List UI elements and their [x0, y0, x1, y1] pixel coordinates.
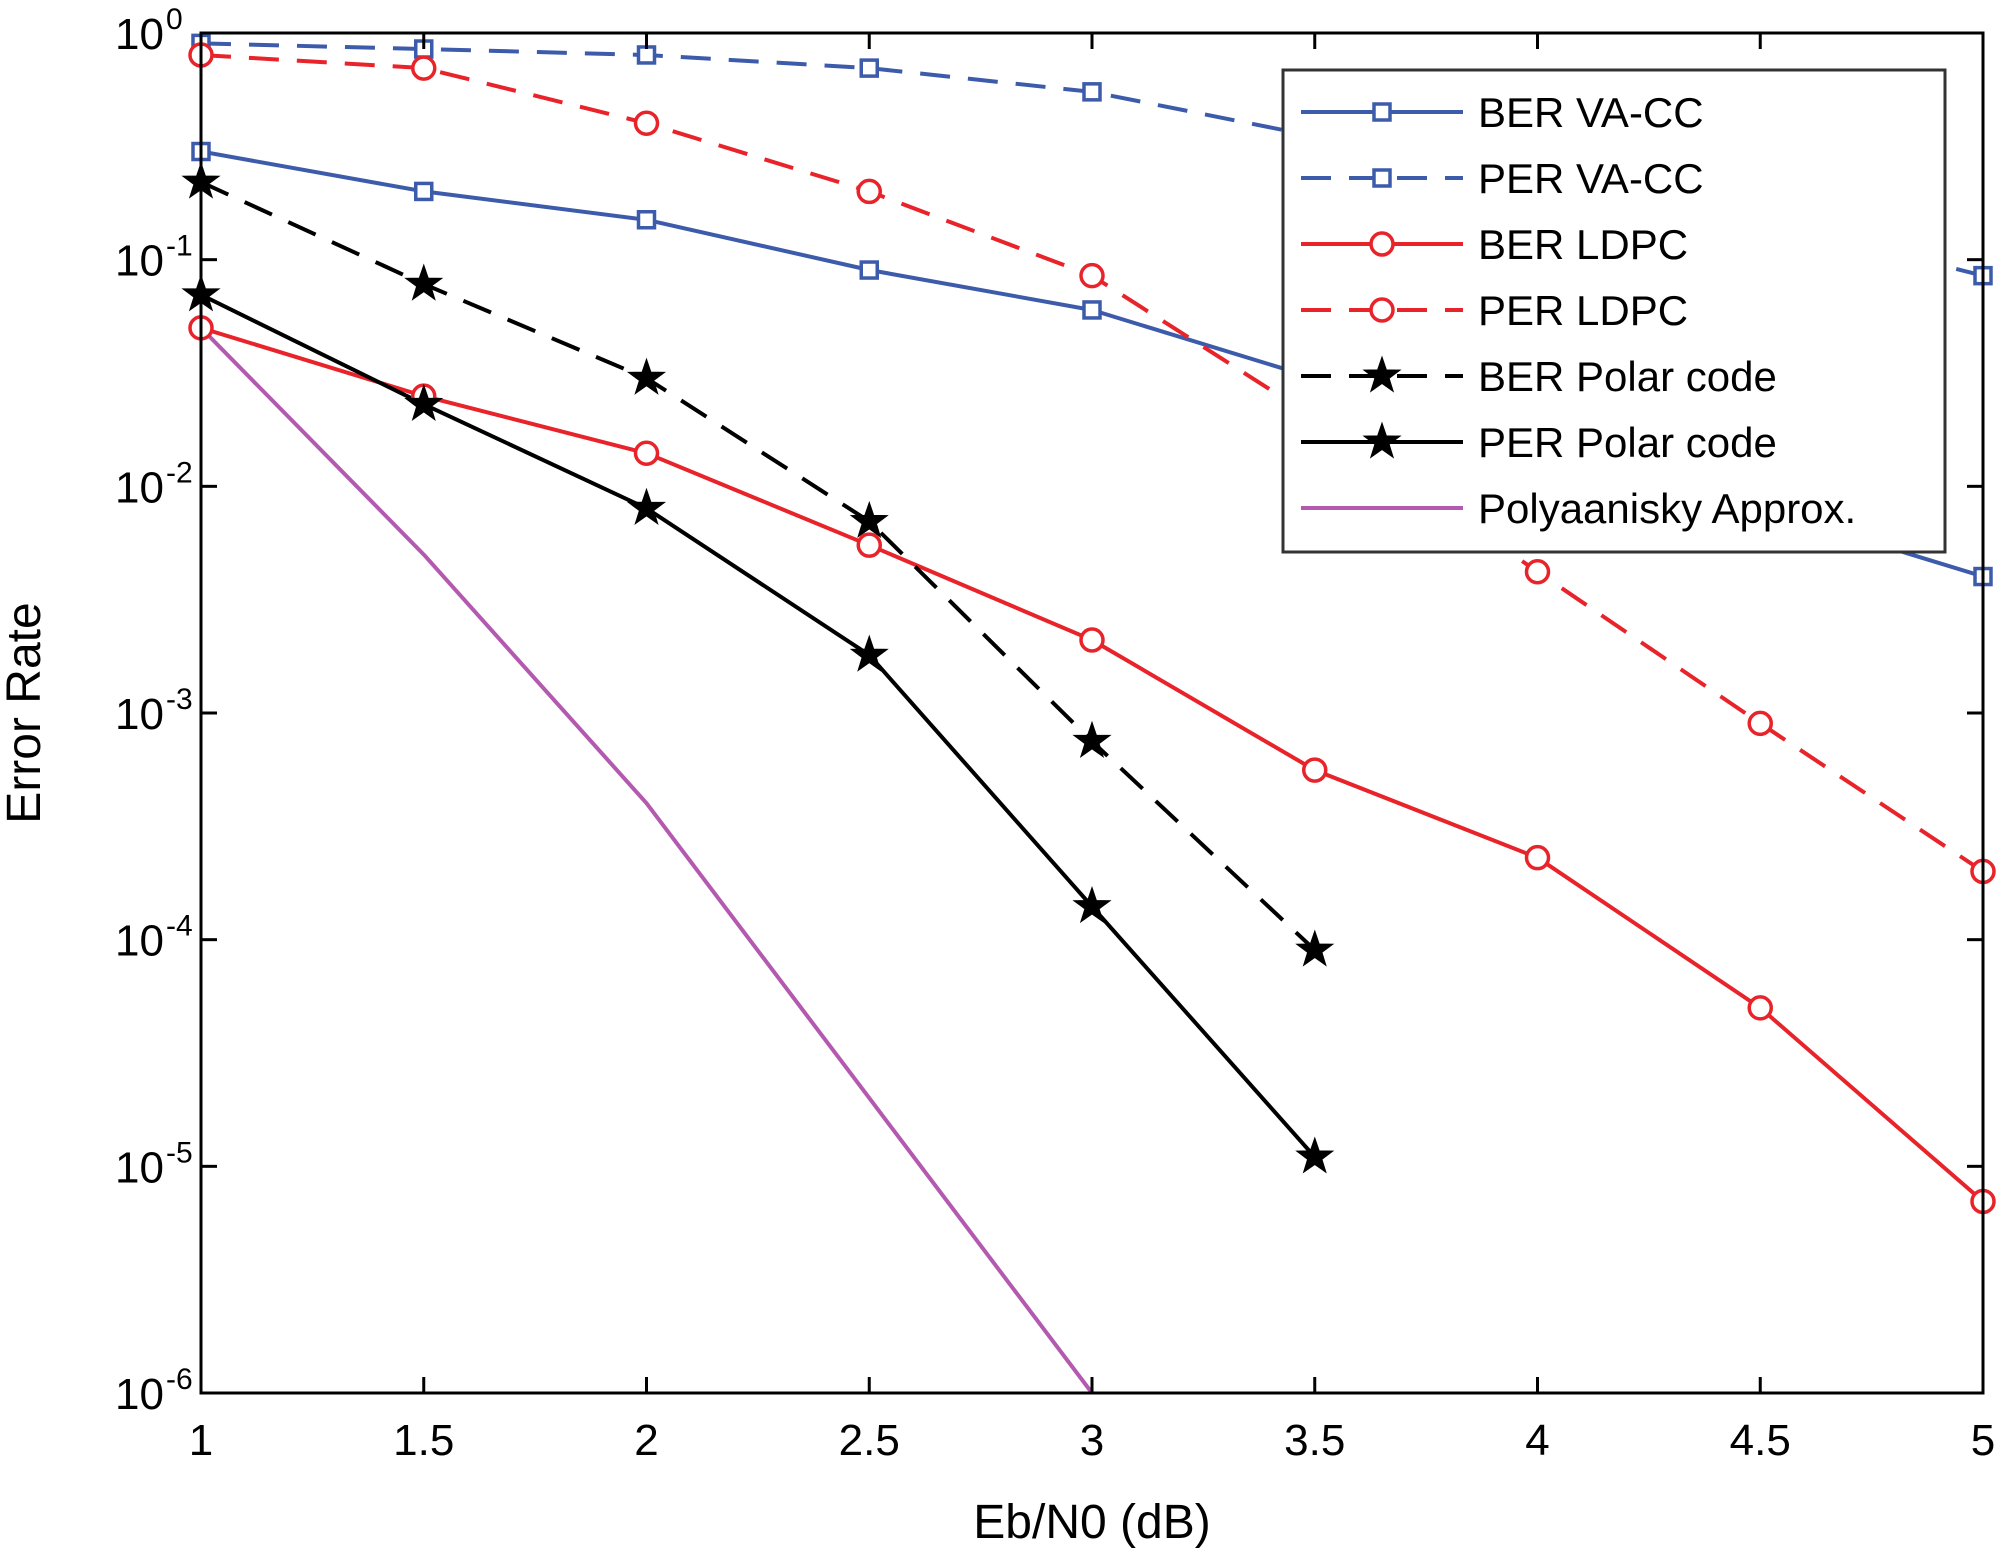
y-tick-exponent: -6: [166, 1363, 193, 1396]
legend-label-ber-ldpc: BER LDPC: [1478, 221, 1688, 268]
legend-marker-per-ldpc: [1369, 297, 1395, 323]
y-tick-exponent: -1: [166, 230, 193, 263]
legend-label-per-va-cc: PER VA-CC: [1478, 155, 1704, 202]
legend-label-ber-polar-code: BER Polar code: [1478, 353, 1777, 400]
x-tick-label: 2.5: [839, 1416, 900, 1465]
series-line-polyaanisky-approx: [201, 326, 1094, 1393]
data-point-ber-ldpc: [1524, 844, 1551, 871]
data-point-ber-polar-code: [404, 263, 444, 301]
x-tick-label: 4.5: [1730, 1416, 1791, 1465]
tick-layer: 1 1.5 2 2.5 3 3.5 4 4.5 510-610-510-410-310 -210-…: [115, 3, 1995, 1465]
legend-marker-ber-va-cc: [1372, 102, 1392, 122]
data-point-ber-polar-code: [1072, 720, 1112, 758]
data-point-per-ldpc: [1524, 558, 1551, 585]
data-point-ber-va-cc: [636, 210, 657, 230]
y-tick-exponent: -3: [166, 683, 193, 716]
y-tick-label: 10: [115, 690, 164, 739]
data-point-ber-va-cc: [1082, 300, 1102, 320]
data-point-ber-polar-code: [849, 500, 889, 539]
x-tick-label: 2: [634, 1416, 658, 1465]
data-point-per-polar-code: [404, 383, 444, 421]
y-tick-exponent: -4: [166, 910, 193, 943]
series-line-per-polar-code: [201, 293, 1317, 1159]
x-tick-label: 5: [1971, 1416, 1995, 1465]
data-point-per-ldpc: [1079, 262, 1105, 289]
data-point-per-ldpc: [633, 110, 660, 136]
y-tick-label: 10: [115, 237, 164, 286]
data-point-per-polar-code: [626, 487, 667, 525]
data-point-per-polar-code: [849, 634, 889, 672]
x-tick-label: 4: [1525, 1416, 1549, 1465]
series-line-ber-polar-code: [201, 180, 1317, 952]
data-point-per-polar-code: [1295, 1136, 1335, 1174]
legend-label-polyaanisky-approx: Polyaanisky Approx.: [1478, 485, 1856, 532]
x-tick-label: 1.5: [393, 1416, 454, 1465]
x-tick-label: 1: [189, 1416, 213, 1465]
data-point-per-va-cc: [636, 45, 657, 65]
data-point-ber-polar-code: [626, 357, 667, 395]
data-point-per-polar-code: [1072, 885, 1112, 924]
data-point-ber-va-cc: [859, 260, 879, 280]
data-point-ber-ldpc: [856, 532, 882, 558]
legend-marker-per-polar-code: [1362, 421, 1402, 459]
data-point-ber-ldpc: [633, 440, 660, 466]
legend: BER VA-CC PER VA-CC BER LDPC PER LDPC BER Po…: [1281, 68, 1947, 554]
data-point-ber-ldpc: [1302, 757, 1328, 783]
y-tick-exponent: -2: [166, 456, 193, 489]
data-point-per-va-cc: [1082, 82, 1102, 102]
y-tick-label: 10: [115, 1143, 164, 1192]
x-tick-label: 3: [1080, 1416, 1104, 1465]
y-tick-label: 10: [115, 917, 164, 966]
legend-label-per-polar-code: PER Polar code: [1478, 419, 1777, 466]
x-axis-label: Eb/N0 (dB): [973, 1496, 1210, 1549]
x-tick-label: 3.5: [1284, 1416, 1345, 1465]
y-axis-label: Error Rate: [0, 602, 51, 823]
data-point-ber-polar-code: [1295, 929, 1335, 967]
y-tick-exponent: -5: [166, 1136, 193, 1169]
data-point-per-ldpc: [856, 178, 882, 205]
data-point-ber-ldpc: [1747, 995, 1773, 1021]
y-tick-label: 10: [115, 463, 164, 512]
data-point-ber-va-cc: [414, 181, 434, 202]
legend-label-per-ldpc: PER LDPC: [1478, 287, 1688, 334]
legend-marker-per-va-cc: [1372, 168, 1392, 188]
y-tick-exponent: 0: [166, 3, 183, 36]
data-point-per-va-cc: [859, 58, 879, 78]
y-tick-label: 10: [115, 1370, 164, 1419]
legend-marker-ber-polar-code: [1362, 355, 1402, 393]
legend-label-ber-va-cc: BER VA-CC: [1478, 89, 1704, 136]
legend-marker-ber-ldpc: [1369, 231, 1395, 257]
data-point-ber-ldpc: [1079, 627, 1105, 653]
y-tick-label: 10: [115, 10, 164, 59]
data-point-per-ldpc: [1747, 710, 1773, 737]
data-point-per-ldpc: [411, 55, 437, 81]
